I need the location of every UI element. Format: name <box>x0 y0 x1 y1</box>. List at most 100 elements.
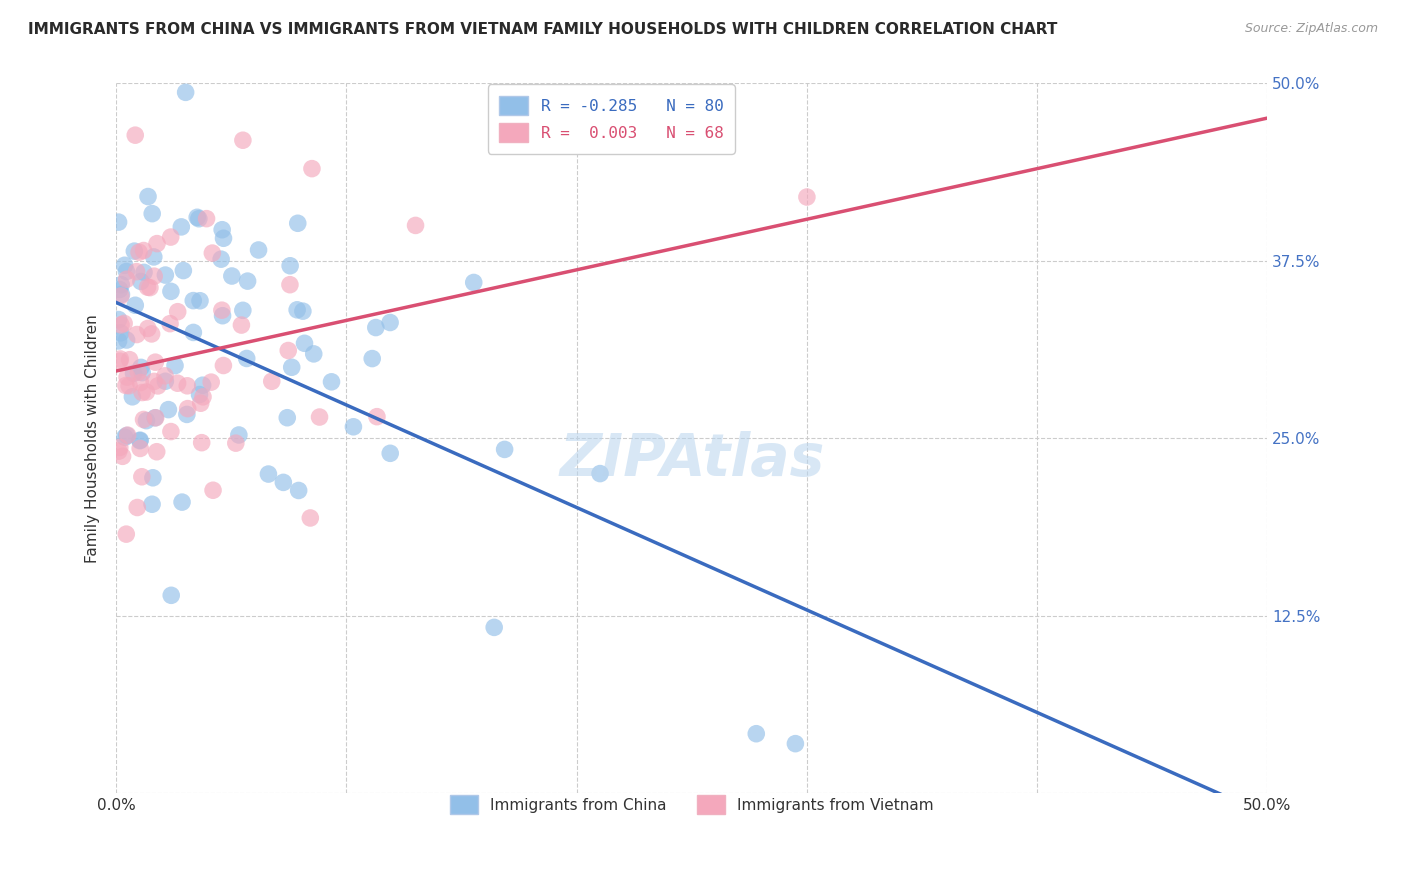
Legend: Immigrants from China, Immigrants from Vietnam: Immigrants from China, Immigrants from V… <box>440 785 943 825</box>
Point <box>160 285 183 299</box>
Text: Source: ZipAtlas.com: Source: ZipAtlas.com <box>1244 22 1378 36</box>
Point <box>211 303 233 318</box>
Point <box>115 378 138 392</box>
Point <box>117 428 139 442</box>
Point <box>155 374 177 388</box>
Point <box>174 86 197 100</box>
Point <box>131 366 153 380</box>
Point <box>159 230 181 244</box>
Point <box>299 511 322 525</box>
Point <box>128 245 150 260</box>
Point <box>231 318 253 332</box>
Point <box>108 444 131 458</box>
Point <box>115 428 138 442</box>
Point <box>129 275 152 289</box>
Point <box>166 376 188 391</box>
Point <box>301 161 323 176</box>
Point <box>141 326 163 341</box>
Point <box>225 436 247 450</box>
Point <box>589 467 612 481</box>
Point <box>115 527 138 541</box>
Point <box>115 264 138 278</box>
Point <box>202 483 225 498</box>
Point <box>273 475 295 490</box>
Point <box>176 401 198 416</box>
Point <box>380 446 402 460</box>
Point <box>364 320 387 334</box>
Point <box>160 425 183 439</box>
Point <box>287 216 309 230</box>
Point <box>112 317 135 331</box>
Point <box>129 442 152 456</box>
Point <box>405 219 427 233</box>
Point <box>141 497 163 511</box>
Point <box>110 289 132 303</box>
Point <box>141 207 163 221</box>
Point <box>107 334 129 348</box>
Point <box>247 243 270 257</box>
Point <box>111 450 134 464</box>
Point <box>183 326 205 340</box>
Point <box>127 500 149 515</box>
Point <box>285 302 308 317</box>
Point <box>190 396 212 410</box>
Point <box>235 351 257 366</box>
Point <box>143 355 166 369</box>
Point <box>132 244 155 258</box>
Point <box>108 354 131 368</box>
Point <box>143 375 166 389</box>
Point <box>108 441 131 455</box>
Point <box>785 737 807 751</box>
Point <box>228 428 250 442</box>
Point <box>142 250 165 264</box>
Point <box>294 336 316 351</box>
Point <box>378 316 401 330</box>
Point <box>108 283 131 297</box>
Point <box>145 410 167 425</box>
Point <box>121 390 143 404</box>
Point <box>236 274 259 288</box>
Point <box>181 293 204 308</box>
Point <box>145 444 167 458</box>
Point <box>132 265 155 279</box>
Point <box>260 374 283 388</box>
Point <box>136 189 159 203</box>
Point <box>110 287 132 301</box>
Point <box>115 370 138 384</box>
Point <box>129 360 152 375</box>
Point <box>131 385 153 400</box>
Point <box>135 384 157 399</box>
Point <box>188 387 211 401</box>
Point <box>125 327 148 342</box>
Point <box>277 343 299 358</box>
Point <box>291 304 314 318</box>
Point <box>463 276 485 290</box>
Point <box>146 236 169 251</box>
Y-axis label: Family Households with Children: Family Households with Children <box>86 314 100 563</box>
Point <box>163 359 186 373</box>
Point <box>201 246 224 260</box>
Point <box>482 620 505 634</box>
Point <box>186 211 208 225</box>
Text: ZIPAtlas: ZIPAtlas <box>560 431 824 488</box>
Point <box>132 412 155 426</box>
Point <box>124 298 146 312</box>
Point <box>212 359 235 373</box>
Point <box>136 280 159 294</box>
Point <box>139 280 162 294</box>
Point <box>278 259 301 273</box>
Point <box>157 402 180 417</box>
Point <box>122 367 145 381</box>
Point <box>280 360 302 375</box>
Point <box>209 252 232 267</box>
Point <box>745 727 768 741</box>
Point <box>166 304 188 318</box>
Point <box>160 588 183 602</box>
Point <box>110 326 132 340</box>
Point <box>155 268 177 282</box>
Point <box>212 231 235 245</box>
Point <box>124 244 146 259</box>
Point <box>176 379 198 393</box>
Point <box>153 368 176 383</box>
Point <box>188 293 211 308</box>
